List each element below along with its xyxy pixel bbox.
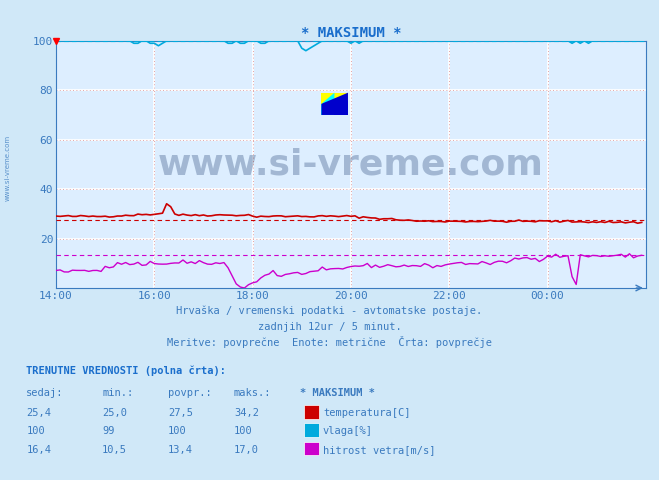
- Text: 16,4: 16,4: [26, 444, 51, 455]
- Text: 25,0: 25,0: [102, 408, 127, 418]
- Text: 25,4: 25,4: [26, 408, 51, 418]
- Text: 100: 100: [26, 426, 45, 436]
- Text: zadnjih 12ur / 5 minut.: zadnjih 12ur / 5 minut.: [258, 322, 401, 332]
- Text: povpr.:: povpr.:: [168, 388, 212, 398]
- Text: 13,4: 13,4: [168, 444, 193, 455]
- Text: 17,0: 17,0: [234, 444, 259, 455]
- Text: vlaga[%]: vlaga[%]: [323, 426, 373, 436]
- Text: 100: 100: [168, 426, 186, 436]
- Text: temperatura[C]: temperatura[C]: [323, 408, 411, 418]
- Bar: [334, 101, 348, 115]
- Polygon shape: [322, 93, 348, 115]
- Text: Meritve: povprečne  Enote: metrične  Črta: povprečje: Meritve: povprečne Enote: metrične Črta:…: [167, 336, 492, 348]
- Text: www.si-vreme.com: www.si-vreme.com: [158, 147, 544, 181]
- Text: min.:: min.:: [102, 388, 133, 398]
- Bar: [322, 93, 348, 115]
- Bar: [322, 104, 334, 115]
- Text: www.si-vreme.com: www.si-vreme.com: [5, 135, 11, 201]
- Text: sedaj:: sedaj:: [26, 388, 64, 398]
- Text: 99: 99: [102, 426, 115, 436]
- Text: * MAKSIMUM *: * MAKSIMUM *: [300, 388, 375, 398]
- Text: 100: 100: [234, 426, 252, 436]
- Polygon shape: [322, 93, 334, 104]
- Text: hitrost vetra[m/s]: hitrost vetra[m/s]: [323, 444, 436, 455]
- Text: maks.:: maks.:: [234, 388, 272, 398]
- Text: Hrvaška / vremenski podatki - avtomatske postaje.: Hrvaška / vremenski podatki - avtomatske…: [177, 306, 482, 316]
- Text: 27,5: 27,5: [168, 408, 193, 418]
- Text: 10,5: 10,5: [102, 444, 127, 455]
- Text: TRENUTNE VREDNOSTI (polna črta):: TRENUTNE VREDNOSTI (polna črta):: [26, 366, 226, 376]
- Text: 34,2: 34,2: [234, 408, 259, 418]
- Title: * MAKSIMUM *: * MAKSIMUM *: [301, 25, 401, 40]
